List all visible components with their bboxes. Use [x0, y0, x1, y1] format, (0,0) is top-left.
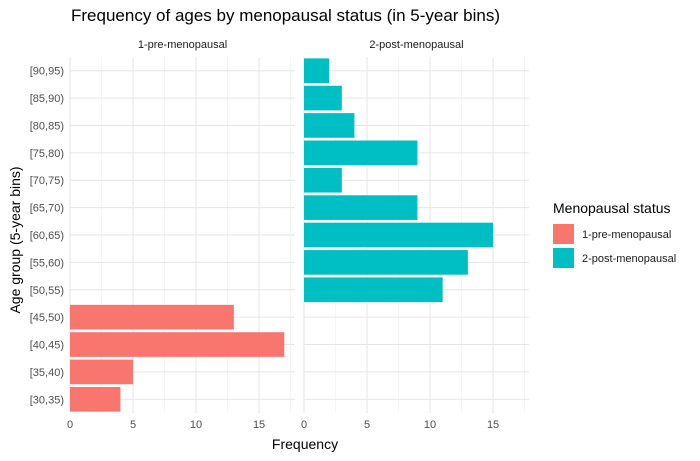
bar: [304, 277, 443, 303]
facet-label: 2-post-menopausal: [369, 39, 463, 51]
y-tick-label: [40,45): [30, 340, 64, 352]
y-tick-label: [35,40): [30, 367, 64, 379]
x-tick-label: 0: [67, 419, 73, 431]
bar: [304, 222, 494, 248]
bar: [304, 113, 355, 138]
facet-label: 1-pre-menopausal: [138, 39, 227, 51]
y-tick-label: [70,75): [30, 175, 64, 187]
y-tick-label: [55,60): [30, 257, 64, 269]
y-tick-label: [85,90): [30, 93, 64, 105]
x-tick-label: 10: [190, 419, 202, 431]
y-tick-label: [80,85): [30, 120, 64, 132]
bar: [70, 332, 285, 357]
legend-key: [553, 248, 574, 268]
legend-key: [553, 224, 574, 244]
panel-1: 1-pre-menopausal 0 5 10 15: [67, 39, 295, 431]
y-tick-label: [50,55): [30, 285, 64, 297]
bar: [304, 140, 418, 166]
panel-2: 2-post-menopausal 0 5 10 15: [301, 39, 529, 431]
legend-label: 1-pre-menopausal: [582, 229, 671, 241]
y-tick-label: [90,95): [30, 66, 64, 78]
panels: 1-pre-menopausal 0 5 10 15 2-post-menopausal 0…: [67, 39, 529, 431]
legend: Menopausal status 1-pre-menopausal 2-post…: [553, 200, 676, 268]
x-tick-label: 15: [253, 419, 265, 431]
y-axis-title: Age group (5-year bins): [7, 166, 23, 313]
bar: [304, 58, 330, 84]
legend-label: 2-post-menopausal: [582, 253, 676, 265]
x-tick-label: 15: [487, 419, 499, 431]
y-tick-label: [30,35): [30, 394, 64, 406]
bar: [304, 195, 418, 220]
y-tick-label: [60,65): [30, 230, 64, 242]
bar: [70, 304, 234, 330]
x-tick-label: 5: [364, 419, 370, 431]
bar: [304, 167, 342, 193]
legend-title: Menopausal status: [553, 200, 671, 216]
bar: [304, 85, 342, 111]
y-tick-label: [75,80): [30, 148, 64, 160]
bar: [70, 386, 121, 412]
y-tick-label: [45,50): [30, 312, 64, 324]
x-axis-title: Frequency: [272, 436, 338, 452]
y-tick-label: [65,70): [30, 203, 64, 215]
bar: [70, 359, 134, 385]
y-axis: [30,35) [35,40) [40,45) [45,50) [50,55) [55,6…: [30, 66, 64, 407]
x-tick-label: 5: [130, 419, 136, 431]
x-tick-label: 0: [301, 419, 307, 431]
bar: [304, 250, 468, 275]
x-tick-label: 10: [424, 419, 436, 431]
chart-title: Frequency of ages by menopausal status (…: [71, 6, 500, 25]
